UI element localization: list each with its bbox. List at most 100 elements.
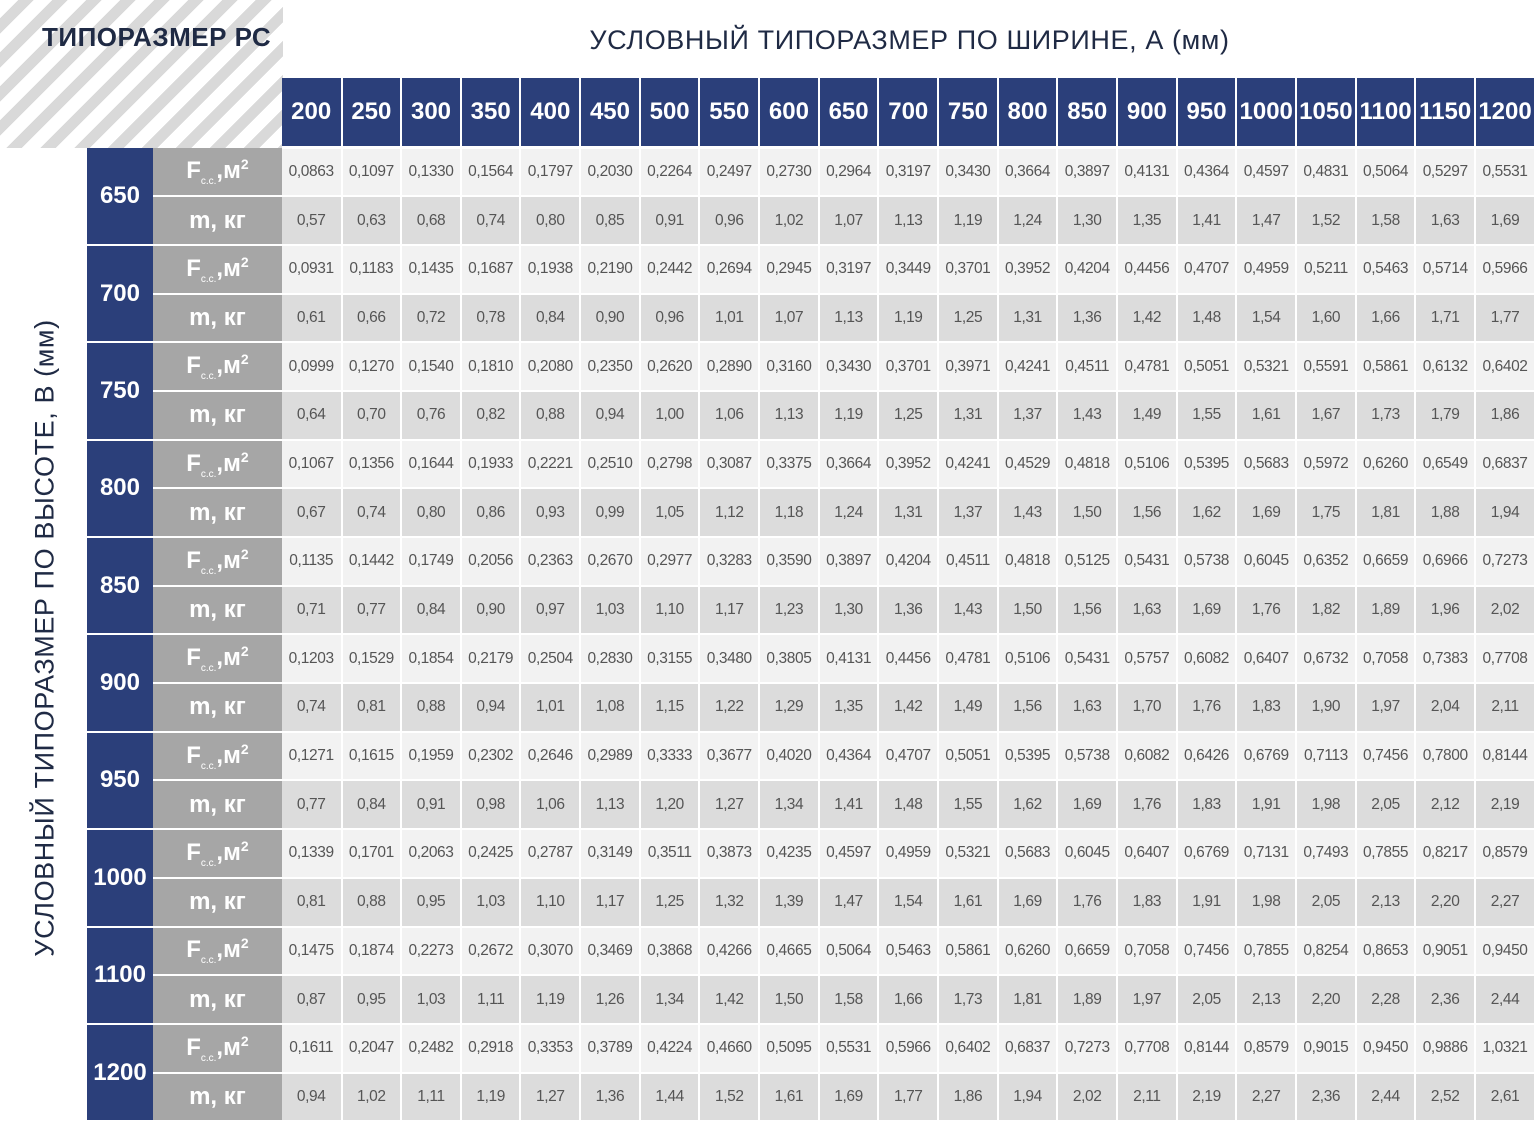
area-symbol: F [186,936,201,964]
area-subscript: с.с. [200,370,217,382]
area-cell: 0,4131 [1117,147,1178,198]
area-cell: 0,9051 [1415,926,1477,977]
area-cell: 0,5591 [1296,342,1357,392]
area-subscript: с.с. [200,1052,217,1064]
mass-cell: 1,20 [639,780,701,831]
height-label-650: 650 [87,147,153,246]
area-cell: 0,3375 [759,439,820,490]
mass-cell: 0,98 [460,780,522,831]
mass-cell: 1,07 [759,293,820,344]
area-cell: 0,1442 [341,537,403,587]
mass-cell: 1,03 [460,877,522,928]
mass-cell: 2,44 [1355,1072,1417,1123]
area-cell: 0,4597 [818,829,880,879]
area-cell: 0,4665 [759,926,820,977]
area-cell: 0,6082 [1176,634,1238,685]
area-symbol: F [186,741,201,769]
mass-cell: 0,94 [281,1072,343,1123]
mass-row-label: m, кг [152,975,282,1025]
area-cell: 0,1540 [401,342,462,392]
area-cell: 0,2945 [759,244,820,295]
mass-cell: 1,48 [1176,293,1238,344]
height-label-900: 900 [87,634,153,733]
mass-cell: 0,74 [281,683,343,733]
area-cell: 0,3677 [699,731,761,782]
table-row-area-800: 800 Fс.с.,м2 0,1067 0,1356 0,1644 0,1933 0,222… [87,439,1536,539]
area-cell: 0,7273 [1057,1023,1119,1074]
mass-cell: 1,37 [938,488,999,538]
area-cell: 0,5095 [759,1023,820,1074]
table-row-area-950: 950 Fс.с.,м2 0,1271 0,1615 0,1959 0,2302 0,264… [87,731,1536,831]
width-header-200: 200 [281,78,343,149]
area-cell: 0,7058 [1355,634,1417,685]
area-cell: 0,2646 [520,731,582,782]
mass-cell: 1,13 [878,196,940,246]
area-cell: 0,5861 [1355,342,1417,392]
area-row-label: Fс.с.,м2 [152,926,282,977]
table-row-area-1200: 1200 Fс.с.,м2 0,1611 0,2047 0,2482 0,2918 0,33… [87,1023,1536,1123]
mass-cell: 1,24 [997,196,1059,246]
area-cell: 0,7855 [1236,926,1298,977]
area-cell: 0,0931 [281,244,343,295]
mass-cell: 1,89 [1057,975,1119,1025]
area-cell: 0,5051 [938,731,999,782]
area-cell: 0,1529 [341,634,403,685]
mass-cell: 1,10 [639,585,701,636]
area-cell: 0,2047 [341,1023,403,1074]
area-cell: 0,5966 [878,1023,940,1074]
area-cell: 0,6659 [1355,537,1417,587]
mass-cell: 1,49 [938,683,999,733]
area-cell: 0,4781 [1117,342,1178,392]
mass-cell: 1,05 [639,488,701,538]
area-cell: 0,3197 [878,147,940,198]
area-subscript: с.с. [200,663,217,675]
mass-cell: 2,05 [1355,780,1417,831]
area-cell: 0,0863 [281,147,343,198]
mass-cell: 2,12 [1415,780,1477,831]
width-header-300: 300 [401,78,462,149]
mass-cell: 1,01 [699,293,761,344]
mass-cell: 1,63 [1057,683,1119,733]
mass-cell: 2,19 [1176,1072,1238,1123]
area-symbol: F [186,1033,201,1061]
mass-cell: 1,61 [1236,390,1298,441]
mass-cell: 1,17 [580,877,641,928]
mass-cell: 1,44 [639,1072,701,1123]
area-cell: 0,2080 [520,342,582,392]
mass-cell: 1,69 [997,877,1059,928]
area-cell: 0,4364 [1176,147,1238,198]
mass-cell: 0,91 [401,780,462,831]
table-row-area-850: 850 Fс.с.,м2 0,1135 0,1442 0,1749 0,2056 0,236… [87,537,1536,636]
area-cell: 0,6659 [1057,926,1119,977]
mass-cell: 1,12 [699,488,761,538]
mass-cell: 2,04 [1415,683,1477,733]
area-cell: 0,2425 [460,829,522,879]
mass-cell: 1,42 [699,975,761,1025]
area-cell: 0,3664 [818,439,880,490]
mass-row-label: m, кг [152,780,282,831]
mass-cell: 2,02 [1057,1072,1119,1123]
mass-cell: 0,81 [281,877,343,928]
mass-cell: 1,55 [1176,390,1238,441]
mass-cell: 1,94 [1475,488,1536,538]
mass-cell: 1,18 [759,488,820,538]
mass-cell: 0,67 [281,488,343,538]
table-row-mass-1200: m, кг 0,94 1,02 1,11 1,19 1,27 1,36 1,44 1,52 1,6… [87,1072,1536,1123]
area-row-label: Fс.с.,м2 [152,439,282,490]
area-unit: ,м [216,839,241,867]
mass-cell: 0,86 [460,488,522,538]
mass-cell: 1,19 [878,293,940,344]
area-cell: 0,5321 [938,829,999,879]
mass-cell: 1,60 [1296,293,1357,344]
table-row-mass-1000: m, кг 0,81 0,88 0,95 1,03 1,10 1,17 1,25 1,32 1,3… [87,877,1536,928]
table-row-mass-1100: m, кг 0,87 0,95 1,03 1,11 1,19 1,26 1,34 1,42 1,5… [87,975,1536,1025]
area-row-label: Fс.с.,м2 [152,244,282,295]
area-unit-exponent: 2 [240,740,249,757]
mass-cell: 1,67 [1296,390,1357,441]
area-unit: ,м [216,644,241,672]
area-cell: 0,9450 [1355,1023,1417,1074]
mass-cell: 1,02 [759,196,820,246]
area-cell: 0,7383 [1415,634,1477,685]
mass-cell: 1,50 [759,975,820,1025]
mass-cell: 2,11 [1117,1072,1178,1123]
